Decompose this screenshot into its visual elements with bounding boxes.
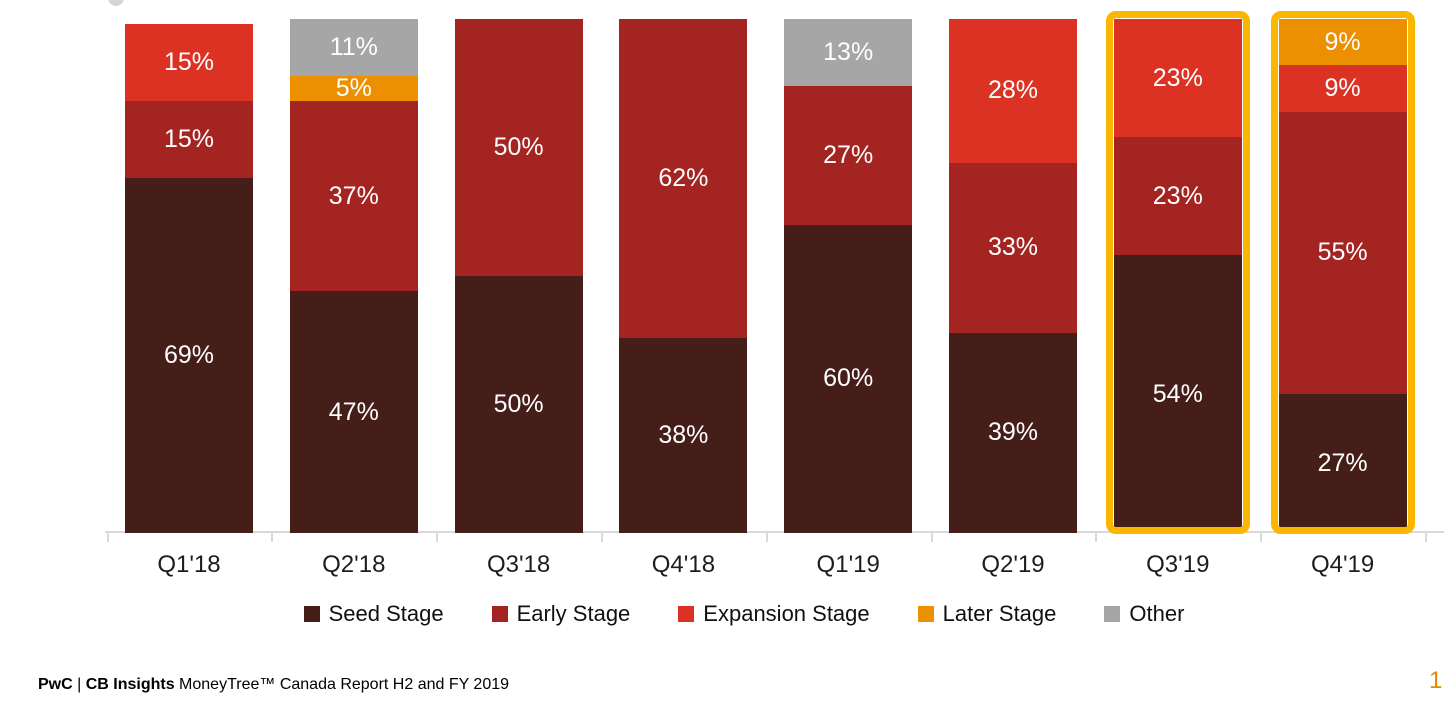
bar-segment-early-stage: 33% — [949, 162, 1077, 333]
bar-segment-value-label: 27% — [823, 140, 874, 169]
bar-segment-value-label: 23% — [1152, 181, 1203, 210]
x-axis-tick — [271, 533, 274, 542]
bar-segment-seed-stage: 60% — [784, 224, 913, 533]
bar-segment-early-stage: 55% — [1278, 111, 1407, 395]
bar-segment-value-label: 37% — [328, 181, 379, 210]
bar-segment-value-label: 9% — [1324, 27, 1361, 56]
footer-report-title: MoneyTree™ Canada Report H2 and FY 2019 — [174, 676, 510, 693]
x-axis-tick — [930, 533, 933, 542]
legend-item-expansion-stage: Expansion Stage — [678, 601, 870, 627]
bar-segment-value-label: 62% — [658, 163, 709, 192]
bar-segment-early-stage: 27% — [784, 85, 913, 225]
bar-segment-seed-stage: 50% — [454, 276, 583, 533]
legend-item-seed-stage: Seed Stage — [303, 601, 444, 627]
x-axis-tick — [1425, 533, 1427, 542]
footer: PwC | CB Insights MoneyTree™ Canada Repo… — [38, 676, 509, 694]
footer-brand-pwc: PwC — [38, 676, 73, 693]
x-axis-tick — [601, 533, 603, 542]
cropped-ui-fragment — [108, 0, 124, 6]
x-axis-label: Q4'18 — [651, 551, 716, 578]
legend-label: Expansion Stage — [703, 601, 870, 626]
bar-segment-seed-stage: 27% — [1278, 394, 1407, 533]
legend-item-other: Other — [1104, 601, 1184, 627]
x-axis-label: Q3'18 — [486, 551, 551, 578]
legend-label: Seed Stage — [328, 601, 444, 626]
x-axis-tick — [106, 533, 109, 542]
x-axis-tick — [765, 533, 768, 542]
legend-swatch-early-stage — [491, 606, 508, 622]
bar-segment-later-stage: 9% — [1278, 19, 1407, 66]
x-axis-label: Q2'19 — [981, 551, 1045, 578]
bar-segment-expansion-stage: 28% — [949, 19, 1077, 163]
bar-segment-early-stage: 62% — [619, 19, 748, 338]
bar-segment-value-label: 11% — [329, 32, 378, 61]
legend-item-early-stage: Early Stage — [491, 601, 631, 627]
bar-segment-expansion-stage: 15% — [125, 24, 253, 102]
x-axis-label: Q4'19 — [1310, 551, 1375, 578]
legend-swatch-other — [1104, 606, 1121, 622]
bar-segment-value-label: 54% — [1152, 379, 1203, 408]
bar-segment-other: 13% — [784, 19, 913, 86]
x-axis-line — [105, 531, 1444, 533]
bar-segment-value-label: 38% — [658, 420, 709, 449]
bar-segment-value-label: 28% — [987, 76, 1039, 105]
bar-segment-value-label: 9% — [1324, 73, 1361, 102]
bar-segment-later-stage: 5% — [289, 73, 418, 102]
bar-segment-expansion-stage: 23% — [1113, 19, 1242, 138]
page-number: 1 — [1429, 667, 1443, 694]
x-axis-label: Q1'18 — [157, 551, 221, 578]
bar-segment-value-label: 50% — [493, 133, 544, 161]
bar-segment-value-label: 39% — [987, 418, 1039, 447]
bar-segment-early-stage: 15% — [125, 101, 253, 179]
legend-swatch-seed-stage — [303, 606, 320, 622]
footer-brand-cb-insights: CB Insights — [85, 676, 175, 693]
x-axis-label: Q2'18 — [322, 551, 386, 578]
bar-segment-value-label: 23% — [1152, 63, 1203, 92]
bar-segment-value-label: 55% — [1317, 238, 1368, 267]
bar-segment-early-stage: 50% — [454, 19, 583, 276]
legend-swatch-expansion-stage — [678, 606, 695, 622]
bar-segment-value-label: 15% — [163, 125, 215, 154]
bar-segment-value-label: 60% — [823, 364, 874, 393]
footer-separator: | — [72, 676, 86, 693]
x-axis-tick — [1095, 533, 1098, 542]
x-axis-tick — [1260, 533, 1263, 542]
bar-segment-other: 11% — [289, 19, 418, 76]
legend-label: Later Stage — [942, 601, 1057, 626]
x-axis-tick — [436, 533, 439, 542]
bar-segment-value-label: 15% — [163, 48, 215, 77]
bar-segment-value-label: 47% — [328, 397, 379, 426]
bar-segment-value-label: 5% — [335, 73, 372, 102]
legend-label: Early Stage — [516, 601, 631, 626]
bar-segment-seed-stage: 39% — [949, 332, 1077, 533]
bar-segment-value-label: 50% — [493, 390, 544, 418]
bar-segment-value-label: 13% — [823, 37, 874, 66]
legend-swatch-later-stage — [917, 606, 934, 622]
chart-legend: Seed Stage Early Stage Expansion Stage Late… — [80, 601, 1408, 627]
bar-segment-seed-stage: 69% — [125, 178, 253, 533]
bar-segment-value-label: 27% — [1317, 449, 1368, 478]
bar-segment-seed-stage: 38% — [619, 337, 748, 533]
bar-segment-value-label: 33% — [987, 233, 1039, 262]
bar-segment-value-label: 69% — [163, 341, 215, 370]
bar-segment-seed-stage: 54% — [1113, 255, 1242, 533]
bar-segment-early-stage: 23% — [1113, 137, 1242, 256]
x-axis-label: Q1'19 — [816, 551, 880, 578]
bar-segment-early-stage: 37% — [289, 101, 418, 292]
legend-item-later-stage: Later Stage — [917, 601, 1057, 627]
bar-segment-expansion-stage: 9% — [1278, 65, 1407, 112]
bar-segment-seed-stage: 47% — [289, 291, 418, 533]
x-axis-label: Q3'19 — [1146, 551, 1210, 578]
legend-label: Other — [1129, 601, 1185, 626]
